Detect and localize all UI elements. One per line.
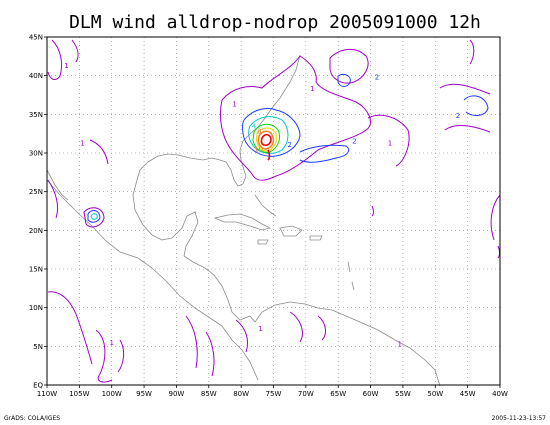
x-tick-label: 65W [330, 390, 346, 398]
coastline-baja [46, 169, 69, 201]
x-tick-label: 50W [427, 390, 443, 398]
contour-10 [257, 130, 275, 150]
coastline-central-america [183, 255, 256, 323]
contour-label: 1 [109, 339, 113, 347]
contour-2-gulf [87, 210, 101, 223]
coastline-bahamas [254, 194, 277, 217]
coastline-cuba [213, 213, 272, 231]
x-tick-label: 90W [169, 390, 185, 398]
y-tick-label: 25N [29, 188, 43, 196]
y-tick-label: 35N [29, 111, 43, 119]
contour-6 [252, 123, 281, 153]
contour-label: 8 [257, 128, 261, 136]
x-tick-label: 45W [460, 390, 476, 398]
y-tick-label: 15N [29, 266, 43, 274]
contour-1-ne [329, 49, 369, 84]
x-axis-ticks: 110W 105W 100W 95W 90W 85W 80W 75W 70W 65W 60W 55W 5… [37, 385, 508, 398]
coastline-puerto-rico [309, 235, 323, 241]
y-tick-label: 45N [29, 34, 43, 42]
contour-label: 1 [397, 340, 401, 348]
x-tick-label: 60W [363, 390, 379, 398]
contour-8 [255, 127, 278, 152]
footer-timestamp: 2005-11-23-13:57 [492, 415, 547, 422]
y-tick-label: 40N [29, 72, 43, 80]
contour-1-bottom-left [47, 291, 125, 383]
coastline-map [46, 54, 441, 387]
contour-1-bottom-mid [185, 311, 326, 377]
coastline-mexico [132, 179, 199, 257]
coastline-antilles [347, 261, 355, 291]
grid-lines [47, 37, 500, 385]
contour-4-gulf [90, 213, 98, 220]
contour-lines [47, 39, 501, 383]
y-tick-label: 30N [29, 150, 43, 158]
contour-label: 1 [80, 139, 84, 147]
x-tick-label: 95W [136, 390, 152, 398]
contour-label: 2 [352, 138, 356, 146]
contour-label: 2 [287, 141, 291, 149]
x-tick-label: 75W [266, 390, 282, 398]
contour-1-gulf-small [83, 207, 105, 228]
contour-1-right-edge [371, 194, 501, 259]
x-tick-label: 110W [37, 390, 57, 398]
y-tick-label: 5N [33, 343, 43, 351]
coastline-us-east [136, 54, 301, 187]
x-tick-label: 85W [201, 390, 217, 398]
contour-2-east [299, 144, 350, 163]
contour-label: 1 [64, 62, 68, 70]
x-tick-label: 100W [102, 390, 122, 398]
contour-label: 1 [388, 139, 392, 147]
contour-2-far [463, 95, 489, 116]
coastline-hispaniola [279, 225, 303, 237]
chart-title: DLM wind alldrop-nodrop 2005091000 12h [69, 12, 481, 33]
y-tick-label: 20N [29, 227, 43, 235]
contour-1-left-mid [47, 139, 109, 219]
contour-label: 10 [254, 145, 263, 153]
contour-label: 1 [232, 101, 236, 109]
contour-label: 2 [456, 112, 460, 120]
x-tick-label: 105W [69, 390, 89, 398]
y-tick-label: 10N [29, 304, 43, 312]
contour-2-ne [337, 73, 351, 87]
y-axis-ticks: EQ 5N 10N 15N 20N 25N 30N 35N 40N 45N [29, 34, 47, 390]
x-tick-label: 70W [298, 390, 314, 398]
x-tick-label: 80W [233, 390, 249, 398]
contour-label: 1 [258, 325, 262, 333]
contour-labels: 1 1 1 1 1 1 1 1 2 2 2 2 48 10 [64, 62, 460, 348]
contour-1-east [367, 114, 410, 167]
contour-1-left-top [47, 39, 79, 80]
x-tick-label: 55W [395, 390, 411, 398]
coastline-jamaica [257, 239, 269, 245]
contour-2-main [242, 107, 301, 157]
contour-label: 1 [310, 85, 314, 93]
contour-label: 4 [252, 122, 257, 130]
x-tick-label: 40W [492, 390, 508, 398]
contour-1-farright [439, 39, 491, 133]
footer-credit: GrADS: COLA/IGES [4, 415, 60, 422]
y-tick-label: EQ [33, 382, 43, 390]
contour-1-main [219, 55, 371, 181]
contour-label: 2 [375, 74, 379, 82]
coastline-pacific [46, 179, 259, 381]
contour-4 [248, 116, 289, 154]
contour-12 [260, 133, 272, 161]
coastline-south-america [254, 301, 441, 387]
